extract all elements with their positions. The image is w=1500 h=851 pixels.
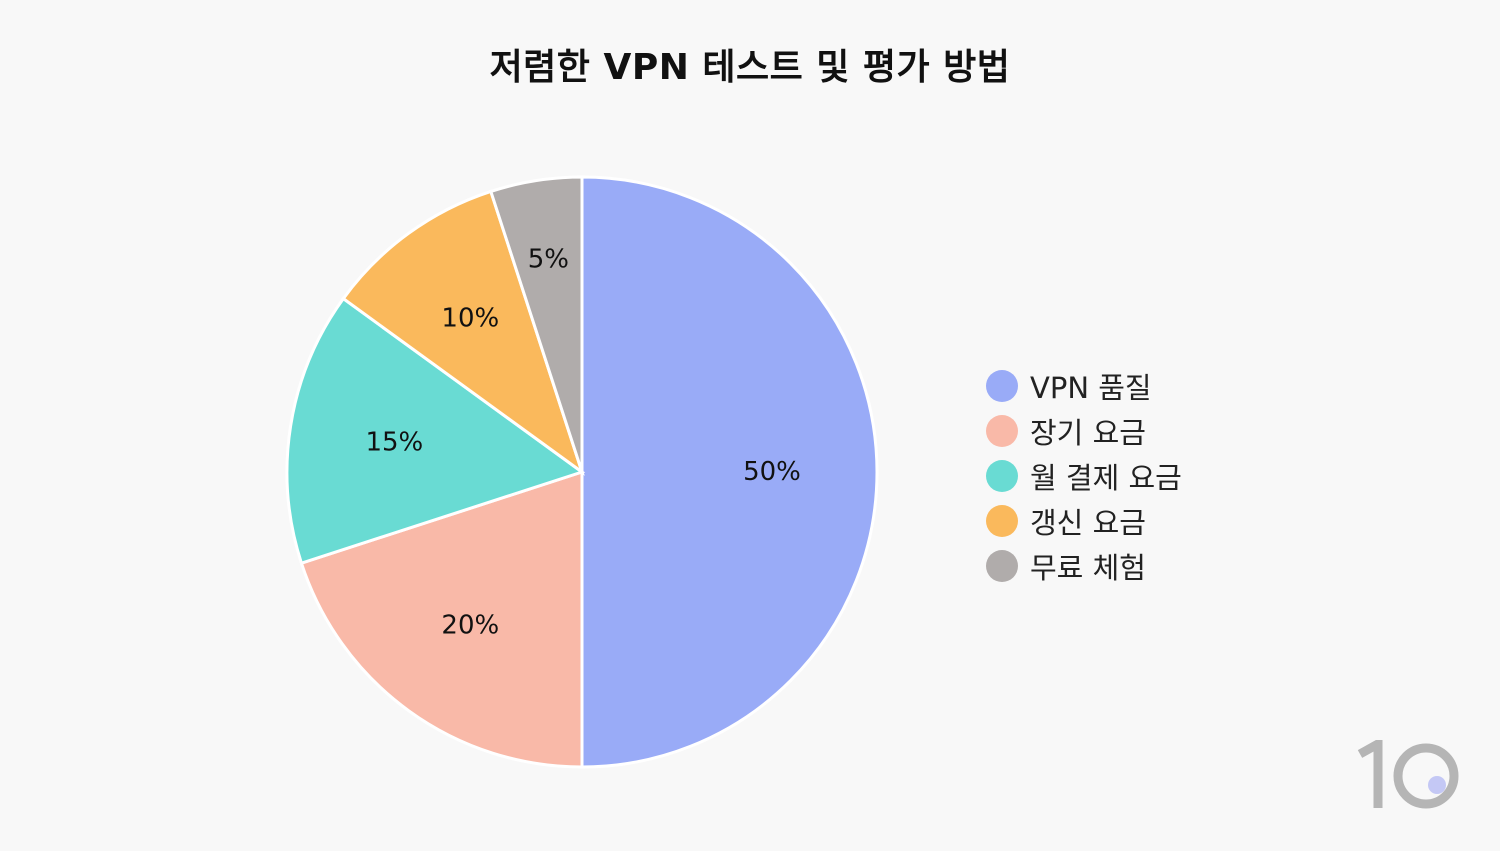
legend-swatch <box>986 504 1018 537</box>
slice-value-label: 50% <box>743 457 801 487</box>
legend-label: 갱신 요금 <box>1030 505 1146 540</box>
slice-value-label: 20% <box>441 611 499 641</box>
legend-item: 무료 체험 <box>986 543 1182 588</box>
legend-label: 무료 체험 <box>1030 550 1146 585</box>
pie-slice-2 <box>299 469 584 769</box>
legend-swatch <box>986 414 1018 447</box>
brand-logo-icon <box>1357 740 1459 809</box>
pie-slice-3 <box>285 296 586 566</box>
legend-item: 월 결제 요금 <box>986 453 1182 498</box>
slice-value-label: 5% <box>528 245 569 275</box>
chart-title: 저렴한 VPN 테스트 및 평가 방법 <box>489 47 1011 88</box>
legend-item: 갱신 요금 <box>986 498 1182 543</box>
legend-swatch <box>986 369 1018 402</box>
pie-slice-1 <box>580 175 879 769</box>
slice-value-label: 10% <box>441 303 499 333</box>
legend-item: 장기 요금 <box>986 408 1182 453</box>
legend-item: VPN 품질 <box>986 363 1182 408</box>
legend-swatch <box>986 549 1018 582</box>
pie-slice-5 <box>488 175 584 473</box>
slice-value-label: 15% <box>365 427 423 457</box>
pie-slice-4 <box>341 189 585 476</box>
legend-label: 장기 요금 <box>1030 415 1146 450</box>
legend-swatch <box>986 459 1018 492</box>
legend-label: VPN 품질 <box>1030 370 1152 405</box>
legend-label: 월 결제 요금 <box>1030 460 1182 495</box>
